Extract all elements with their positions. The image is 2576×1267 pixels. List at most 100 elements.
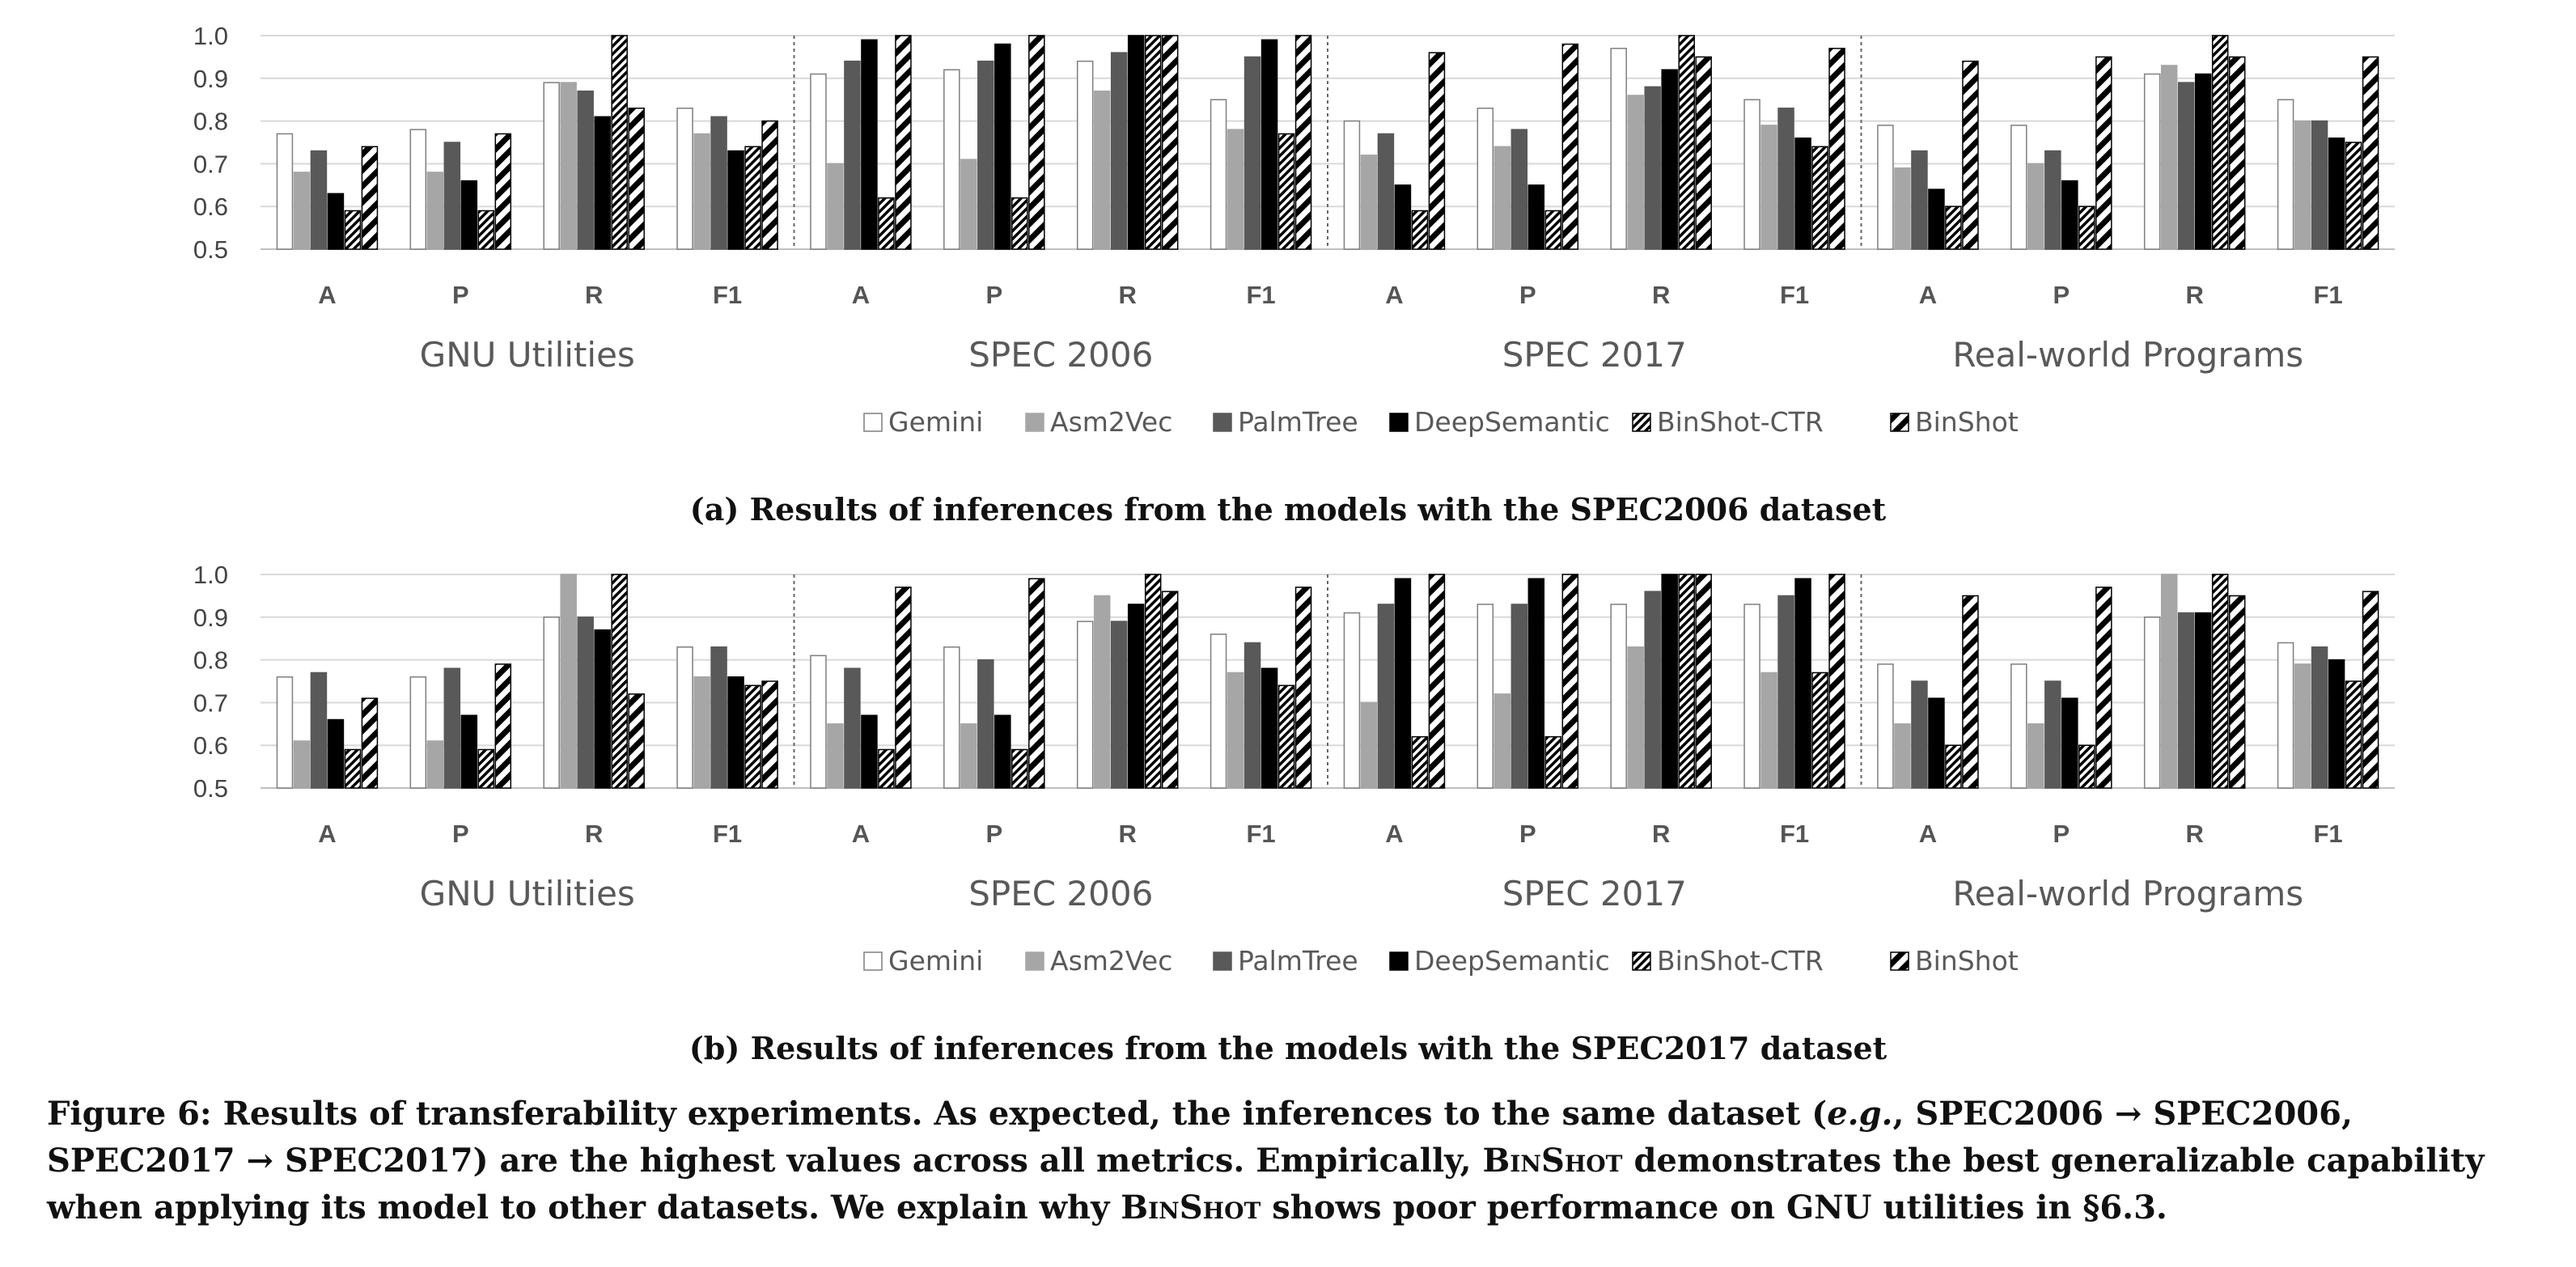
bar-binshot [2228, 56, 2246, 250]
caption-text-3: demonstrates the best generalizable capa… [47, 1142, 2485, 1227]
bar-asm2vec [1360, 701, 1378, 789]
bar-binshot [1428, 52, 1446, 250]
bar-gemini [1610, 604, 1627, 789]
legend-swatch [1632, 413, 1651, 432]
bar-palmtree [1777, 595, 1794, 789]
panel-title: (a) Results of inferences from the model… [690, 491, 1887, 528]
bar-asm2vec [1093, 595, 1111, 789]
y-tick-label: 0.6 [193, 731, 228, 760]
bar-asm2vec [1760, 672, 1777, 789]
bar-binshot-ctr [878, 197, 895, 250]
bar-asm2vec [1894, 167, 1911, 250]
y-tick-label: 0.9 [193, 65, 228, 93]
legend: Gemini Asm2Vec PalmTree DeepSemantic BinShot… [863, 945, 2019, 977]
bar-binshot [2228, 595, 2246, 789]
category-label: A [852, 281, 870, 309]
bar-binshot-ctr [1277, 684, 1295, 789]
bar-gemini [676, 646, 693, 789]
category-label: P [1519, 820, 1536, 848]
bar-binshot [895, 587, 912, 789]
bar-palmtree [1644, 86, 1661, 250]
figure-caption: Figure 6: Results of transferability exp… [47, 1091, 2539, 1231]
bar-palmtree [1377, 133, 1395, 250]
bar-deepsemantic [1794, 578, 1811, 789]
bar-palmtree [443, 667, 461, 789]
category-label: P [1519, 281, 1536, 309]
category-label: F1 [1780, 820, 1809, 848]
bar-asm2vec [560, 574, 577, 789]
group-label: SPEC 2006 [968, 874, 1153, 913]
bar-asm2vec [2160, 574, 2178, 789]
bar-gemini [409, 129, 427, 250]
bar-binshot-ctr [1945, 744, 1962, 789]
bar-gemini [2143, 73, 2161, 250]
category-label: R [1652, 820, 1670, 848]
caption-eg: e.g. [1827, 1095, 1893, 1133]
legend-swatch [863, 951, 883, 971]
category-label: P [985, 281, 1002, 309]
bar-palmtree [310, 150, 328, 250]
bar-palmtree [1911, 150, 1928, 250]
category-label: P [452, 281, 469, 309]
bar-gemini [1343, 120, 1361, 250]
y-tick-label: 1.0 [193, 22, 228, 50]
legend-label: BinShot-CTR [1657, 406, 1824, 438]
bar-deepsemantic [460, 180, 478, 250]
legend-swatch [1890, 951, 1909, 971]
bar-asm2vec [2294, 120, 2311, 250]
bar-gemini [2010, 125, 2027, 250]
bar-binshot [2095, 56, 2112, 250]
bar-gemini [1076, 621, 1094, 789]
bar-binshot-ctr [744, 146, 761, 250]
legend-swatch [863, 413, 883, 432]
bar-gemini [543, 617, 560, 789]
group-label: SPEC 2006 [968, 335, 1153, 375]
bar-palmtree [2311, 120, 2328, 250]
bar-binshot-ctr [1411, 210, 1429, 250]
category-label: R [1118, 820, 1136, 848]
bar-asm2vec [426, 740, 444, 789]
bar-asm2vec [1894, 723, 1911, 789]
bar-binshot-ctr [1678, 35, 1695, 250]
bar-binshot [1161, 35, 1179, 250]
bar-asm2vec [2294, 663, 2311, 789]
y-tick-label: 0.6 [193, 193, 228, 221]
bar-binshot [2362, 56, 2379, 250]
bar-binshot-ctr [2345, 142, 2362, 250]
bar-binshot [1294, 35, 1312, 250]
bar-deepsemantic [1527, 578, 1545, 789]
legend-label: BinShot [1915, 945, 2019, 977]
bar-asm2vec [2160, 65, 2178, 250]
bar-deepsemantic [460, 714, 478, 789]
bar-binshot [1962, 60, 1979, 250]
category-label: P [2053, 281, 2070, 309]
bar-binshot [1428, 574, 1446, 789]
bar-deepsemantic [2328, 137, 2345, 250]
bar-deepsemantic [1661, 69, 1678, 250]
group-label: Real-world Programs [1952, 874, 2303, 913]
bar-binshot-ctr [878, 748, 895, 789]
chart-panel-b: 0.5 0.6 0.7 0.8 0.9 1.0 GNU Utilities A P R F1 SPEC… [193, 561, 2395, 1066]
bar-binshot [361, 697, 379, 789]
legend-swatch [1632, 951, 1651, 971]
bar-gemini [2143, 617, 2161, 789]
category-label: R [585, 820, 603, 848]
legend-label: PalmTree [1238, 945, 1358, 977]
legend-swatch [1025, 413, 1044, 432]
bar-gemini [1343, 612, 1361, 789]
category-label: F1 [1246, 820, 1275, 848]
group-label: GNU Utilities [420, 335, 635, 375]
legend-label: Asm2Vec [1050, 406, 1172, 438]
category-label: P [452, 820, 469, 848]
bar-palmtree [1510, 129, 1528, 250]
category-label: A [1385, 281, 1403, 309]
category-label: F1 [2313, 820, 2342, 848]
category-label: R [2185, 281, 2203, 309]
y-tick-label: 0.5 [193, 774, 228, 803]
bar-asm2vec [560, 82, 577, 250]
category-label: R [585, 281, 603, 309]
bar-binshot-ctr [344, 748, 362, 789]
bar-binshot-ctr [1678, 574, 1695, 789]
bar-gemini [810, 655, 827, 789]
bar-binshot-ctr [1411, 735, 1429, 789]
